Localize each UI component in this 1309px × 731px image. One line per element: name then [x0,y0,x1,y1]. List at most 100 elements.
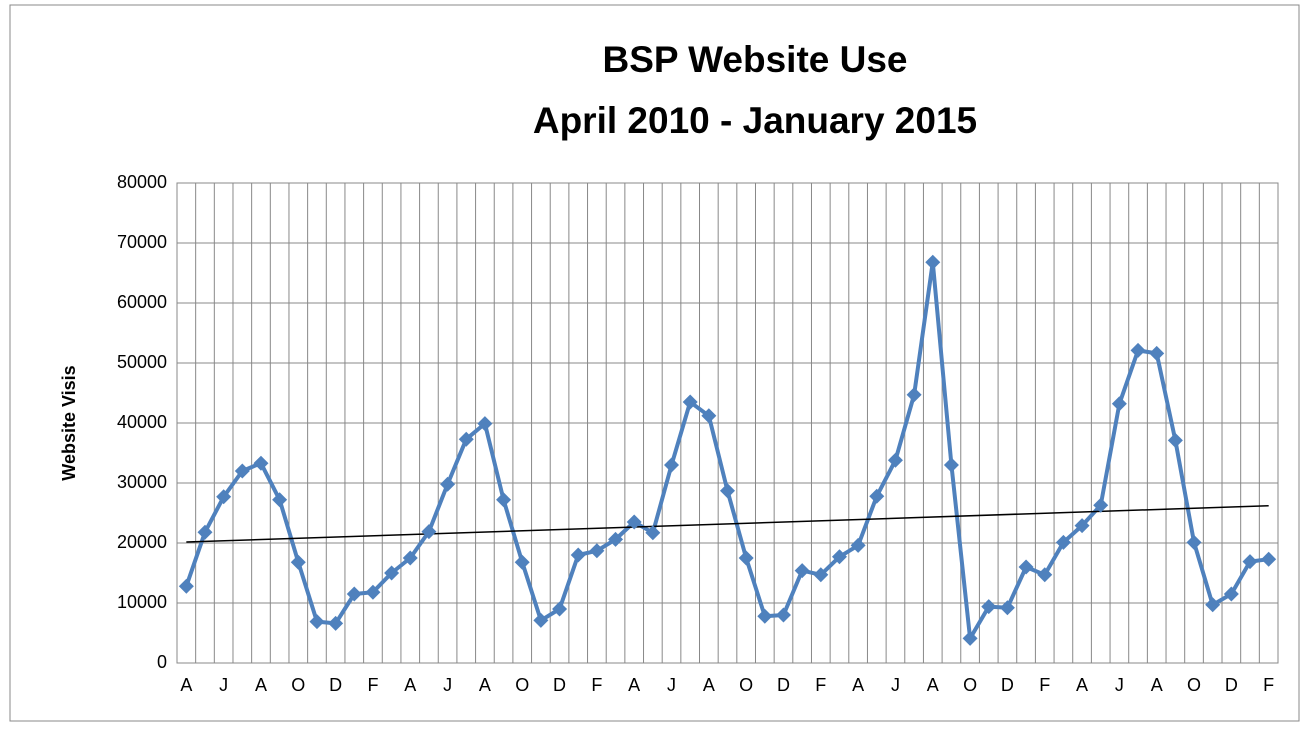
marker [253,455,269,471]
trendline [186,504,1269,543]
marker [421,524,437,540]
marker [1223,586,1239,602]
x-tick-label: J [1115,675,1124,695]
marker [458,431,474,447]
marker [1018,559,1034,575]
marker [309,614,325,630]
x-tick-label: A [703,675,715,695]
marker [477,416,493,432]
x-tick-label: J [667,675,676,695]
x-tick-label: D [329,675,342,695]
marker [589,543,605,559]
marker [234,463,250,479]
x-tick-label: O [1187,675,1201,695]
x-tick-label: A [479,675,491,695]
marker [682,394,698,410]
marker [962,630,978,646]
y-tick-label: 70000 [117,232,167,252]
marker [1130,342,1146,358]
x-tick-label: F [1263,675,1274,695]
x-tick-label: A [628,675,640,695]
marker [1167,432,1183,448]
y-tick-label: 30000 [117,472,167,492]
chart-subtitle: April 2010 - January 2015 [533,100,977,141]
plot-area [176,182,1279,664]
marker [1093,497,1109,513]
marker [1205,597,1221,613]
marker [775,607,791,623]
x-tick-label: F [367,675,378,695]
x-tick-label: A [1151,675,1163,695]
marker [1242,554,1258,570]
y-tick-label: 20000 [117,532,167,552]
marker [346,586,362,602]
marker [1074,518,1090,534]
marker [290,554,306,570]
marker [272,492,288,508]
marker [943,457,959,473]
y-tick-label: 60000 [117,292,167,312]
marker [906,387,922,403]
y-tick-label: 10000 [117,592,167,612]
marker [365,584,381,600]
marker [1111,396,1127,412]
marker [813,567,829,583]
x-tick-label: O [291,675,305,695]
marker [925,254,941,270]
x-tick-label: J [891,675,900,695]
x-tick-label: A [852,675,864,695]
marker [1186,534,1202,550]
x-tick-label: J [443,675,452,695]
x-tick-label: D [777,675,790,695]
marker [831,549,847,565]
marker [869,488,885,504]
marker [533,612,549,628]
x-tick-label: D [1001,675,1014,695]
x-tick-label: A [180,675,192,695]
marker [570,547,586,563]
marker [496,492,512,508]
x-tick-label: J [219,675,228,695]
x-tick-label: F [1039,675,1050,695]
marker [402,550,418,566]
marker [384,565,400,581]
marker [738,550,754,566]
x-tick-label: O [739,675,753,695]
marker [1037,567,1053,583]
marker [216,489,232,505]
marker [1261,551,1277,567]
marker [608,531,624,547]
marker [552,601,568,617]
marker [664,457,680,473]
chart-title: BSP Website Use [602,39,907,80]
marker [328,615,344,631]
marker [197,524,213,540]
x-tick-label: A [1076,675,1088,695]
y-tick-label: 80000 [117,172,167,192]
y-axis-label: Website Visis [59,365,79,480]
y-tick-label: 50000 [117,352,167,372]
x-tick-label: O [963,675,977,695]
marker [757,608,773,624]
marker [514,554,530,570]
x-tick-label: D [553,675,566,695]
marker [701,408,717,424]
marker [850,537,866,553]
marker [720,483,735,499]
marker [1055,534,1071,550]
x-tick-label: D [1225,675,1238,695]
marker [178,578,194,594]
x-tick-label: A [927,675,939,695]
marker [645,525,661,541]
marker [1149,345,1165,361]
marker [999,600,1015,616]
marker [887,452,903,468]
marker [440,476,456,492]
y-tick-label: 0 [157,652,167,672]
y-tick-label: 40000 [117,412,167,432]
x-tick-label: O [515,675,529,695]
x-tick-label: F [591,675,602,695]
x-tick-label: F [815,675,826,695]
